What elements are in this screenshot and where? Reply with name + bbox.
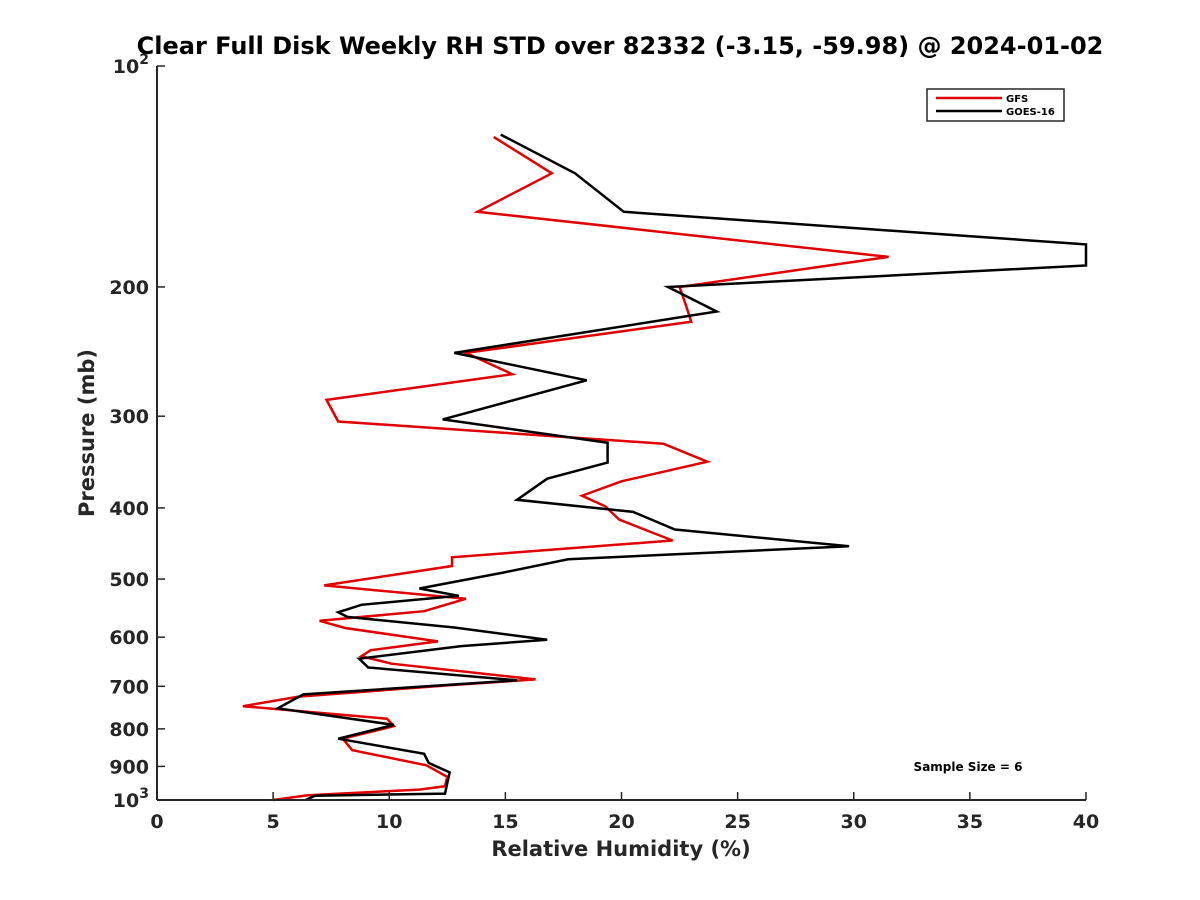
chart-title: Clear Full Disk Weekly RH STD over 82332… (137, 32, 1104, 60)
x-tick-label: 30 (841, 811, 867, 833)
legend-label-gfs: GFS (1006, 94, 1028, 105)
y-axis-label: Pressure (mb) (75, 349, 99, 517)
sample-size-annotation: Sample Size = 6 (914, 760, 1023, 774)
legend: GFS GOES-16 (926, 88, 1065, 122)
x-ticks: 0 5 10 15 20 25 30 35 40 (150, 792, 1099, 833)
x-tick-label: 35 (957, 811, 983, 833)
y-tick-label: 600 (109, 627, 149, 649)
x-axis-label: Relative Humidity (%) (491, 837, 750, 861)
y-tick-label: 900 (109, 756, 149, 778)
series-layer (242, 133, 1088, 802)
x-tick-label: 40 (1073, 811, 1099, 833)
series-line-goes-16 (273, 133, 1088, 802)
y-tick-label: 200 (109, 277, 149, 299)
x-tick-label: 0 (150, 811, 163, 833)
x-tick-label: 15 (492, 811, 518, 833)
x-tick-label: 20 (608, 811, 634, 833)
x-tick-label: 25 (724, 811, 750, 833)
y-tick-label: 800 (109, 719, 149, 741)
y-tick-label: 700 (109, 676, 149, 698)
legend-box (926, 88, 1065, 122)
legend-label-goes-16: GOES-16 (1006, 107, 1055, 118)
x-tick-label: 5 (267, 811, 280, 833)
x-tick-label: 10 (376, 811, 402, 833)
y-tick-label: 300 (109, 406, 149, 428)
y-tick-label: 500 (109, 569, 149, 591)
y-tick-label: 400 (109, 498, 149, 520)
